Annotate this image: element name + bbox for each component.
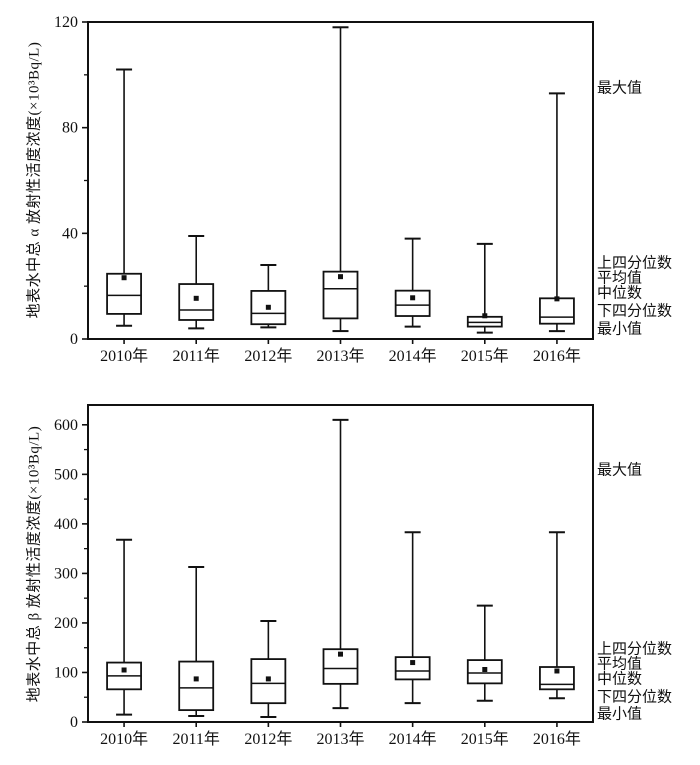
y-tick-label: 0 bbox=[70, 714, 78, 731]
beta-annotation-max: 最大值 bbox=[597, 462, 643, 479]
x-axis: 2010年 2011年 2012年 2013年 2014年 2015年 2016年 bbox=[100, 339, 581, 365]
mean-marker bbox=[265, 304, 271, 310]
iqr-box bbox=[178, 660, 215, 712]
y-tick-label: 500 bbox=[54, 466, 78, 483]
box-group-2011年 bbox=[178, 234, 215, 330]
mean-marker bbox=[193, 295, 199, 301]
y-tick-label: 120 bbox=[54, 14, 78, 31]
iqr-box bbox=[322, 270, 359, 320]
x-tick-label: 2013年 bbox=[316, 730, 364, 748]
iqr-box bbox=[394, 656, 431, 681]
mean-marker bbox=[121, 275, 127, 281]
beta-annotation-mean: 平均值 bbox=[597, 656, 643, 673]
mean-marker bbox=[265, 676, 271, 682]
box-group-2015年 bbox=[466, 242, 503, 334]
iqr-box bbox=[250, 290, 287, 326]
x-tick-label: 2011年 bbox=[173, 730, 220, 748]
box-group-2012年 bbox=[250, 264, 287, 329]
x-tick-label: 2014年 bbox=[389, 347, 437, 365]
box-group-2010年 bbox=[106, 538, 142, 716]
y-tick-label: 40 bbox=[62, 225, 78, 242]
box-group-2012年 bbox=[250, 619, 287, 719]
x-tick-label: 2016年 bbox=[533, 347, 581, 365]
y-tick-label: 600 bbox=[54, 417, 78, 434]
beta-annotation-upper-quartile: 上四分位数 bbox=[597, 641, 673, 658]
box-group-2010年 bbox=[106, 68, 142, 327]
box-group-2015年 bbox=[466, 604, 503, 702]
mean-marker bbox=[410, 660, 416, 666]
beta-annotation-lower-quartile: 下四分位数 bbox=[597, 689, 673, 706]
iqr-box bbox=[394, 289, 431, 317]
beta-annotation-min: 最小值 bbox=[597, 706, 643, 723]
x-tick-label: 2015年 bbox=[461, 730, 509, 748]
x-tick-label: 2012年 bbox=[244, 347, 292, 365]
mean-marker bbox=[554, 296, 560, 302]
alpha-annotation-mean: 平均值 bbox=[597, 270, 643, 287]
y-tick-label: 100 bbox=[54, 664, 78, 681]
box-group-2013年 bbox=[322, 26, 359, 333]
beta-y-axis-title: 地表水中总 β 放射性活度浓度(×10³Bq/L) bbox=[26, 425, 43, 703]
box-group-2016年 bbox=[539, 531, 575, 700]
x-tick-label: 2013年 bbox=[316, 347, 364, 365]
mean-marker bbox=[338, 651, 343, 657]
y-tick-label: 80 bbox=[62, 120, 78, 137]
box-group-2016年 bbox=[539, 92, 575, 333]
mean-marker bbox=[338, 274, 343, 280]
mean-marker bbox=[193, 676, 199, 682]
x-tick-label: 2010年 bbox=[100, 347, 148, 365]
mean-marker bbox=[482, 666, 488, 672]
y-tick-label: 200 bbox=[54, 615, 78, 632]
alpha-annotation-min: 最小值 bbox=[597, 321, 643, 338]
box-group-2014年 bbox=[394, 531, 431, 705]
box-group-2014年 bbox=[394, 237, 431, 328]
mean-marker bbox=[554, 668, 560, 674]
iqr-box bbox=[178, 283, 215, 321]
y-axis: 0 100 200 300 400 500 600 bbox=[54, 417, 88, 731]
alpha-annotation-lower-quartile: 下四分位数 bbox=[597, 303, 673, 320]
box-group-2013年 bbox=[322, 418, 359, 710]
mean-marker bbox=[410, 295, 416, 301]
iqr-box bbox=[539, 297, 575, 325]
alpha-annotation-max-icon: 最大值 bbox=[597, 80, 643, 97]
box-group-2011年 bbox=[178, 565, 215, 718]
mean-marker bbox=[121, 667, 127, 673]
x-tick-label: 2014年 bbox=[389, 730, 437, 748]
x-tick-label: 2012年 bbox=[244, 730, 292, 748]
mean-marker bbox=[482, 313, 488, 319]
y-axis: 0 40 80 120 bbox=[54, 14, 88, 348]
y-tick-label: 0 bbox=[70, 331, 78, 348]
beta-annotation-median: 中位数 bbox=[597, 671, 643, 688]
y-tick-label: 300 bbox=[54, 565, 78, 582]
x-tick-label: 2010年 bbox=[100, 730, 148, 748]
x-tick-label: 2016年 bbox=[533, 730, 581, 748]
y-tick-label: 400 bbox=[54, 516, 78, 533]
alpha-annotation-median: 中位数 bbox=[597, 285, 643, 302]
iqr-box bbox=[106, 272, 142, 315]
x-tick-label: 2015年 bbox=[461, 347, 509, 365]
alpha-annotation-upper-quartile: 上四分位数 bbox=[597, 255, 673, 272]
x-axis: 2010年 2011年 2012年 2013年 2014年 2015年 2016年 bbox=[100, 722, 581, 748]
x-tick-label: 2011年 bbox=[173, 347, 220, 365]
alpha-y-axis-title: 地表水中总 α 放射性活度浓度(×10³Bq/L) bbox=[26, 41, 43, 319]
